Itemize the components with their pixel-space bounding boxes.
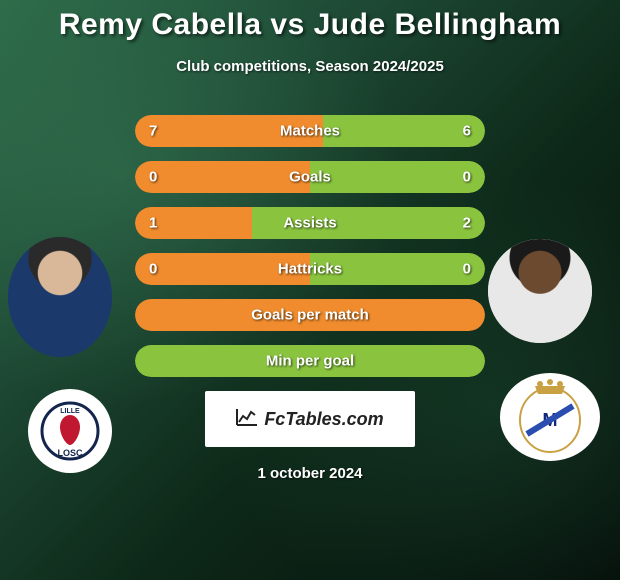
player-right-image [488, 239, 592, 343]
bar-left-fill [135, 161, 310, 193]
stat-row-goals-per-match: Goals per match [135, 299, 485, 331]
stat-row-assists: 1 2 Assists [135, 207, 485, 239]
stat-left-value: 7 [149, 123, 157, 140]
watermark: FcTables.com [205, 391, 415, 447]
stat-right-value: 2 [463, 215, 471, 232]
svg-text:LOSC: LOSC [57, 448, 83, 458]
stat-label: Hattricks [278, 261, 342, 278]
stat-row-goals: 0 0 Goals [135, 161, 485, 193]
stat-label: Goals [289, 169, 331, 186]
stat-row-matches: 7 6 Matches [135, 115, 485, 147]
date-label: 1 october 2024 [0, 465, 620, 482]
real-madrid-crest-icon: M [515, 378, 585, 456]
stat-right-value: 0 [463, 169, 471, 186]
stat-label: Min per goal [266, 353, 354, 370]
stat-left-value: 0 [149, 169, 157, 186]
bar-right-fill [310, 161, 485, 193]
stat-label: Goals per match [251, 307, 369, 324]
stat-label: Matches [280, 123, 340, 140]
page-title: Remy Cabella vs Jude Bellingham [0, 0, 620, 42]
stat-left-value: 1 [149, 215, 157, 232]
bar-right-fill [323, 115, 485, 147]
watermark-text: FcTables.com [264, 409, 383, 430]
club-right-badge-inner: M [500, 373, 600, 461]
stat-right-value: 6 [463, 123, 471, 140]
stat-row-hattricks: 0 0 Hattricks [135, 253, 485, 285]
club-left-badge-inner: LILLE LOSC [28, 389, 112, 473]
losc-crest-icon: LILLE LOSC [40, 401, 100, 461]
stat-bars: 7 6 Matches 0 0 Goals 1 2 Assists 0 0 Hattricks Goal… [135, 115, 485, 377]
player-left-avatar [8, 237, 112, 357]
player-right-avatar [488, 239, 592, 343]
stat-left-value: 0 [149, 261, 157, 278]
subtitle: Club competitions, Season 2024/2025 [0, 58, 620, 75]
stat-label: Assists [283, 215, 336, 232]
player-left-image [8, 237, 112, 357]
club-right-badge: M [500, 373, 600, 461]
comparison-content: LILLE LOSC M 76Matches00Goals12Assists00… [0, 115, 620, 482]
stat-right-value: 0 [463, 261, 471, 278]
svg-text:LILLE: LILLE [60, 408, 80, 415]
stat-row-min-per-goal: Min per goal [135, 345, 485, 377]
club-left-badge: LILLE LOSC [28, 389, 112, 473]
chart-icon [236, 408, 258, 431]
